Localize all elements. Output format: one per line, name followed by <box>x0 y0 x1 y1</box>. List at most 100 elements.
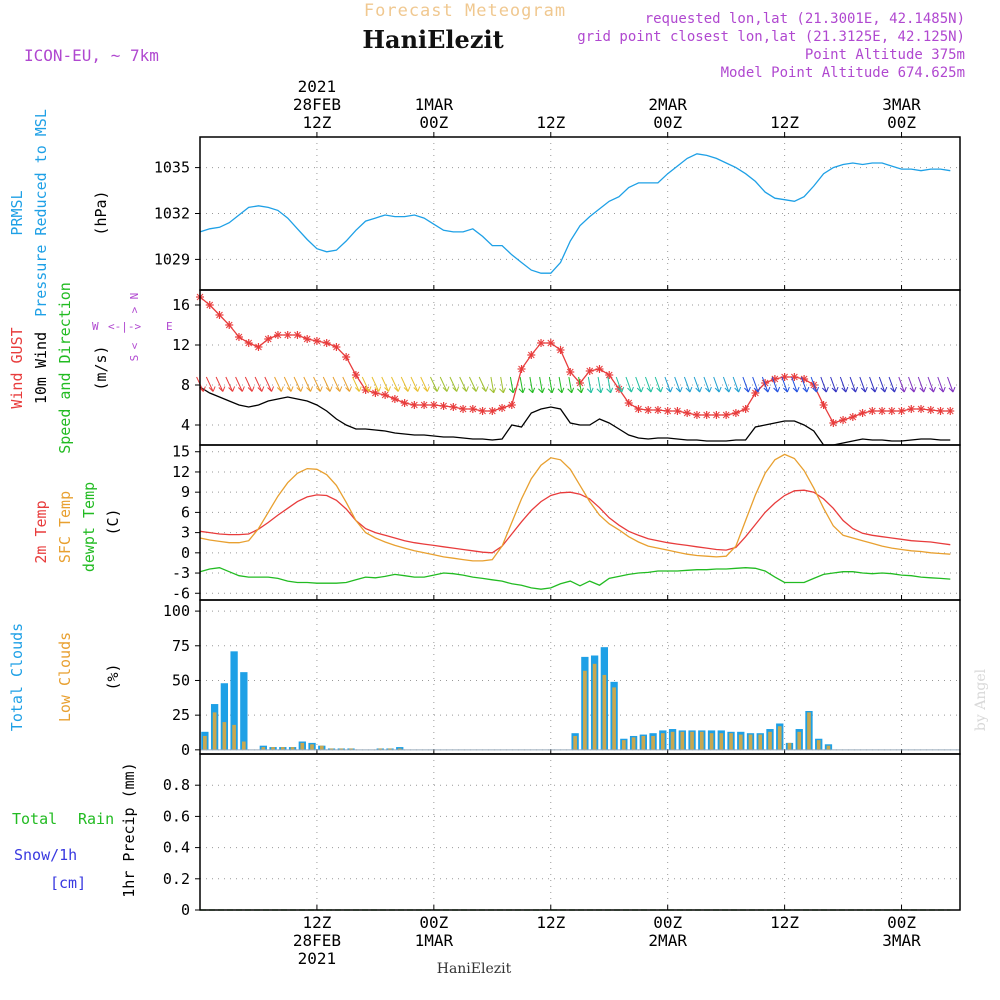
wind-arrow <box>342 376 352 392</box>
gust-marker <box>868 407 877 415</box>
y-tick-label: 100 <box>163 602 190 620</box>
gust-marker <box>770 375 779 383</box>
y-tick-label: 0.4 <box>163 839 190 857</box>
wind-arrow <box>917 376 927 393</box>
time-label-text: 12Z <box>536 113 565 132</box>
gust-marker <box>819 401 828 409</box>
panel-wind: 4 8 12 16 <box>172 289 961 446</box>
bar-total-cloud <box>230 651 238 750</box>
time-label-bottom: 12Z <box>536 913 565 932</box>
y-tick-label: 0.8 <box>163 776 190 794</box>
time-label-text: 3MAR <box>882 95 921 114</box>
wind-arrow <box>332 376 343 392</box>
wind-arrow <box>352 376 362 392</box>
bar-low-cloud <box>212 712 217 750</box>
label-total: Total <box>12 810 57 828</box>
y-tick-label: 6 <box>181 503 190 521</box>
wind-arrow <box>849 376 859 393</box>
gust-marker <box>439 402 448 410</box>
gust-marker <box>887 407 896 415</box>
compass-rose: N > W <-|-> E < S <box>92 293 173 362</box>
panel-pressure: 1029 1032 1035 <box>154 136 961 291</box>
wind-arrow <box>459 376 469 392</box>
wind-arrow <box>937 376 946 393</box>
wind-arrow <box>225 376 236 392</box>
wind-arrow <box>254 376 265 392</box>
wind-arrow <box>674 376 683 393</box>
bar-low-cloud <box>826 745 831 750</box>
wind-arrow <box>303 376 314 392</box>
wind-arrow <box>205 376 216 392</box>
gust-marker <box>946 407 955 415</box>
time-label-text: 12Z <box>770 113 799 132</box>
bar-total-cloud <box>220 683 229 750</box>
bar-low-cloud <box>719 733 724 750</box>
gust-marker <box>829 419 838 427</box>
bar-total-cloud <box>240 672 248 750</box>
series-line-prmsl <box>199 153 951 274</box>
bar-low-cloud <box>203 735 207 750</box>
gust-marker <box>751 389 760 397</box>
bar-low-cloud <box>631 737 636 750</box>
wind-arrow <box>322 376 333 392</box>
bar-low-cloud <box>807 712 811 750</box>
panel-temp: -6 -3 0 3 6 9 12 15 <box>172 443 961 602</box>
wind-arrow <box>800 376 810 393</box>
wind-arrow <box>683 376 693 393</box>
y-tick-label: -6 <box>172 584 190 602</box>
wind-arrow <box>391 376 401 392</box>
wind-arrow <box>635 376 644 393</box>
gust-marker <box>312 337 321 345</box>
panel-frame <box>199 289 961 446</box>
compass-mid: <-|-> <box>108 320 141 333</box>
wind-arrow <box>400 376 411 392</box>
gust-marker <box>322 339 331 347</box>
gust-marker <box>663 407 672 415</box>
gust-marker <box>644 406 653 414</box>
bar-low-cloud <box>242 741 246 750</box>
y-tick-label: 16 <box>172 296 190 314</box>
label-10m-wind: 10m Wind <box>32 332 50 404</box>
time-label-text: 28FEB <box>293 931 341 950</box>
wind-arrow <box>518 376 526 394</box>
bar-low-cloud <box>768 731 772 750</box>
bar-low-cloud <box>388 748 392 750</box>
bar-low-cloud <box>300 742 305 750</box>
label-speed-direction: Speed and Direction <box>56 282 74 454</box>
y-tick-label: 0 <box>181 741 190 759</box>
bar-low-cloud <box>758 734 763 750</box>
gust-marker <box>264 335 273 343</box>
y-tick-label: 1035 <box>154 159 190 177</box>
bar-low-cloud <box>622 740 626 750</box>
y-tick-label: 1029 <box>154 250 190 268</box>
time-label-text: 00Z <box>887 913 916 932</box>
gust-marker <box>205 301 214 309</box>
bar-low-cloud <box>651 735 655 750</box>
gust-marker <box>507 401 516 409</box>
bar-low-cloud <box>232 724 236 750</box>
wind-arrow <box>196 376 206 392</box>
time-label-text: 2MAR <box>648 95 687 114</box>
bar-low-cloud <box>680 731 685 750</box>
gust-marker <box>917 405 926 413</box>
gust-marker <box>936 407 945 415</box>
requested-coords: requested lon,lat (21.3001E, 42.1485N) <box>645 11 965 27</box>
bar-low-cloud <box>280 747 285 750</box>
wind-arrow <box>830 376 839 393</box>
time-label-text: 00Z <box>887 113 916 132</box>
bar-low-cloud <box>816 740 821 750</box>
bar-low-cloud <box>319 745 324 750</box>
gust-marker <box>566 368 575 376</box>
gust-marker <box>449 403 458 411</box>
wind-arrow <box>927 376 936 393</box>
panel-frame <box>199 753 961 911</box>
gust-marker <box>303 335 312 343</box>
gust-marker <box>459 405 468 413</box>
wind-arrow <box>499 376 506 394</box>
compass-arrow-up: > <box>128 306 141 313</box>
y-tick-label: 0 <box>181 544 190 562</box>
